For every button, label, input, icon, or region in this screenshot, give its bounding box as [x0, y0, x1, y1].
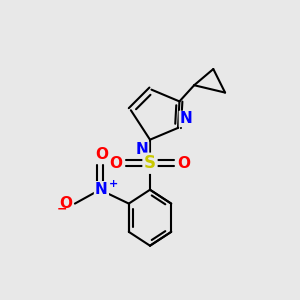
Text: O: O [110, 156, 123, 171]
Text: +: + [109, 179, 118, 190]
Text: N: N [179, 111, 192, 126]
Text: S: S [144, 154, 156, 172]
Text: O: O [177, 156, 190, 171]
Text: O: O [95, 147, 108, 162]
Text: N: N [95, 182, 108, 197]
Text: −: − [56, 202, 67, 215]
Text: O: O [60, 196, 73, 211]
Text: N: N [136, 142, 148, 157]
